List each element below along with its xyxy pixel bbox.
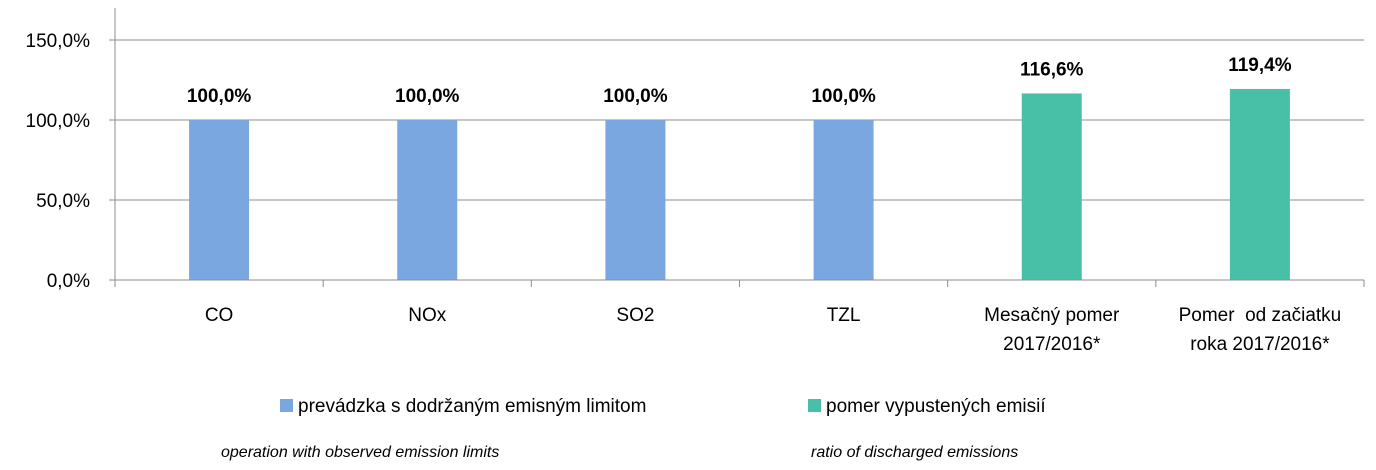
axes	[114, 8, 1365, 287]
category-label: NOx	[408, 305, 447, 326]
data-labels: 100,0% 100,0% 100,0% 100,0% 116,6% 119,4%	[187, 55, 1292, 107]
bars	[189, 88, 1290, 281]
data-label: 100,0%	[187, 86, 252, 107]
legend-swatch	[808, 399, 821, 412]
category-label: Mesačný pomer	[984, 305, 1120, 326]
gridlines	[115, 39, 1364, 201]
legend-note-left: operation with observed emission limits	[221, 444, 500, 461]
data-label: 100,0%	[811, 86, 876, 107]
category-label: SO2	[616, 305, 654, 326]
legend-label: prevádzka s dodržaným emisným limitom	[298, 396, 646, 417]
data-label: 119,4%	[1228, 55, 1291, 76]
y-tick-label: 100,0%	[26, 111, 91, 132]
bar	[1021, 93, 1082, 280]
legend-swatch	[280, 399, 293, 412]
y-tick-label: 0,0%	[47, 271, 90, 292]
bar	[189, 120, 250, 280]
bar	[813, 120, 874, 280]
category-label: Pomer od začiatku	[1179, 305, 1342, 326]
bar	[397, 120, 458, 280]
data-label: 100,0%	[603, 86, 668, 107]
y-axis-ticks: 0,0% 50,0% 100,0% 150,0%	[26, 31, 115, 292]
data-label: 116,6%	[1020, 59, 1083, 80]
category-label: TZL	[827, 305, 861, 326]
legend-note-right: ratio of discharged emissions	[811, 444, 1019, 461]
bar	[605, 120, 666, 280]
legend: prevádzka s dodržaným emisným limitom pom…	[280, 396, 1046, 417]
category-labels: CO NOx SO2 TZL Mesačný pomer 2017/2016* Pomer …	[205, 305, 1341, 355]
legend-label: pomer vypustených emisií	[826, 396, 1046, 417]
bar	[1229, 88, 1290, 281]
y-tick-label: 150,0%	[26, 31, 91, 52]
category-label: 2017/2016*	[1003, 334, 1101, 355]
category-label: CO	[205, 305, 234, 326]
y-tick-label: 50,0%	[36, 191, 90, 212]
category-label: roka 2017/2016*	[1190, 334, 1330, 355]
data-label: 100,0%	[395, 86, 460, 107]
